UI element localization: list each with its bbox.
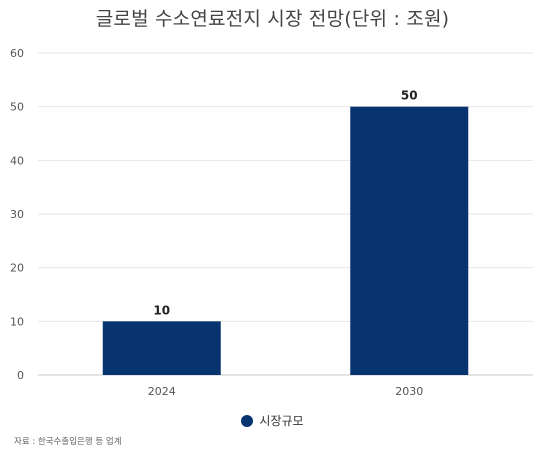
- chart-title: 글로벌 수소연료전지 시장 전망(단위 : 조원): [95, 8, 450, 30]
- y-tick-label: 20: [10, 262, 24, 275]
- y-tick-label: 40: [10, 154, 24, 167]
- y-tick-label: 0: [17, 369, 24, 382]
- y-tick-label: 30: [10, 208, 24, 221]
- x-tick-label: 2030: [395, 385, 423, 398]
- y-tick-label: 50: [10, 101, 24, 114]
- legend-swatch-icon: [241, 414, 254, 427]
- legend: 시장규모: [0, 412, 545, 429]
- bar-2024: [102, 321, 221, 375]
- source-note: 자료 : 한국수출입은행 등 업계: [14, 437, 122, 447]
- x-tick-label: 2024: [148, 385, 176, 398]
- y-tick-label: 60: [10, 47, 24, 60]
- bar-2030: [350, 106, 469, 376]
- data-label: 10: [153, 303, 170, 317]
- y-tick-label: 10: [10, 315, 24, 328]
- data-label: 50: [401, 89, 418, 103]
- legend-label: 시장규모: [259, 414, 304, 428]
